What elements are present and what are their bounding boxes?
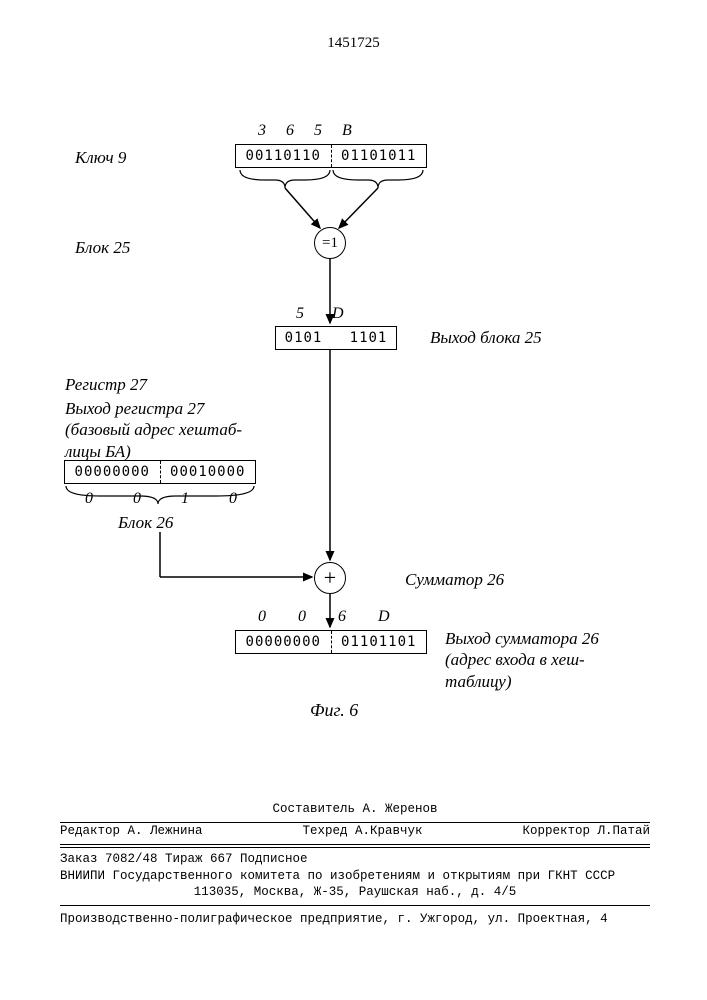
reg27-out-l3: лицы БА) (65, 442, 131, 461)
label-adder26: Сумматор 26 (405, 570, 504, 590)
footer-credits: Редактор А. Лежнина Техред А.Кравчук Кор… (60, 824, 650, 838)
key-bin-left: 00110110 (236, 148, 331, 164)
reg27-out-l1: Выход регистра 27 (65, 399, 204, 418)
adder26-out-l2: (адрес входа в хеш- (445, 650, 585, 669)
label-reg27: Регистр 27 (65, 375, 147, 395)
label-block25-out: Выход блока 25 (430, 328, 542, 348)
label-reg27-out: Выход регистра 27 (базовый адрес хештаб-… (65, 398, 242, 462)
xor-node: =1 (314, 227, 346, 259)
reg27-out-l2: (базовый адрес хештаб- (65, 420, 242, 439)
key-bin-right: 01101011 (332, 148, 427, 164)
key-bin-box: 00110110 01101011 (235, 144, 427, 168)
reg27-bin-left: 00000000 (65, 464, 160, 480)
footer-composer: Составитель А. Жеренов (60, 802, 650, 816)
footer-vniipi: ВНИИПИ Государственного комитета по изоб… (60, 869, 650, 883)
reg27-hex: 0 0 1 0 (85, 490, 255, 508)
block25-out-box: 0101 1101 (275, 326, 397, 350)
reg27-bin-box: 00000000 00010000 (64, 460, 256, 484)
key-hex: 3 6 5 B (258, 122, 360, 140)
footer-tehred: Техред А.Кравчук (302, 824, 422, 838)
label-key9: Ключ 9 (75, 148, 126, 168)
adder26-out-l1: Выход сумматора 26 (445, 629, 599, 648)
label-block25: Блок 25 (75, 238, 130, 258)
page-number: 1451725 (327, 35, 380, 52)
block25-out-hex: 5 D (296, 305, 356, 323)
footer-corrector: Корректор Л.Патай (522, 824, 650, 838)
adder26-out-l3: таблицу) (445, 672, 512, 691)
label-adder26-out: Выход сумматора 26 (адрес входа в хеш- т… (445, 628, 599, 692)
reg27-bin-right: 00010000 (161, 464, 256, 480)
adder26-out-hex: 0 0 6 D (258, 608, 404, 626)
footer-editor: Редактор А. Лежнина (60, 824, 203, 838)
block25-out-left: 0101 (276, 330, 331, 346)
footer-address1: 113035, Москва, Ж-35, Раушская наб., д. … (60, 885, 650, 899)
figure-label: Фиг. 6 (310, 700, 358, 721)
label-block26: Блок 26 (118, 513, 173, 533)
adder-node: + (314, 562, 346, 594)
adder26-out-right: 01101101 (332, 634, 427, 650)
adder26-out-left: 00000000 (236, 634, 331, 650)
adder26-out-box: 00000000 01101101 (235, 630, 427, 654)
block25-out-right: 1101 (341, 330, 396, 346)
footer-address2: Производственно-полиграфическое предприя… (60, 912, 650, 926)
footer-order: Заказ 7082/48 Тираж 667 Подписное (60, 852, 650, 866)
